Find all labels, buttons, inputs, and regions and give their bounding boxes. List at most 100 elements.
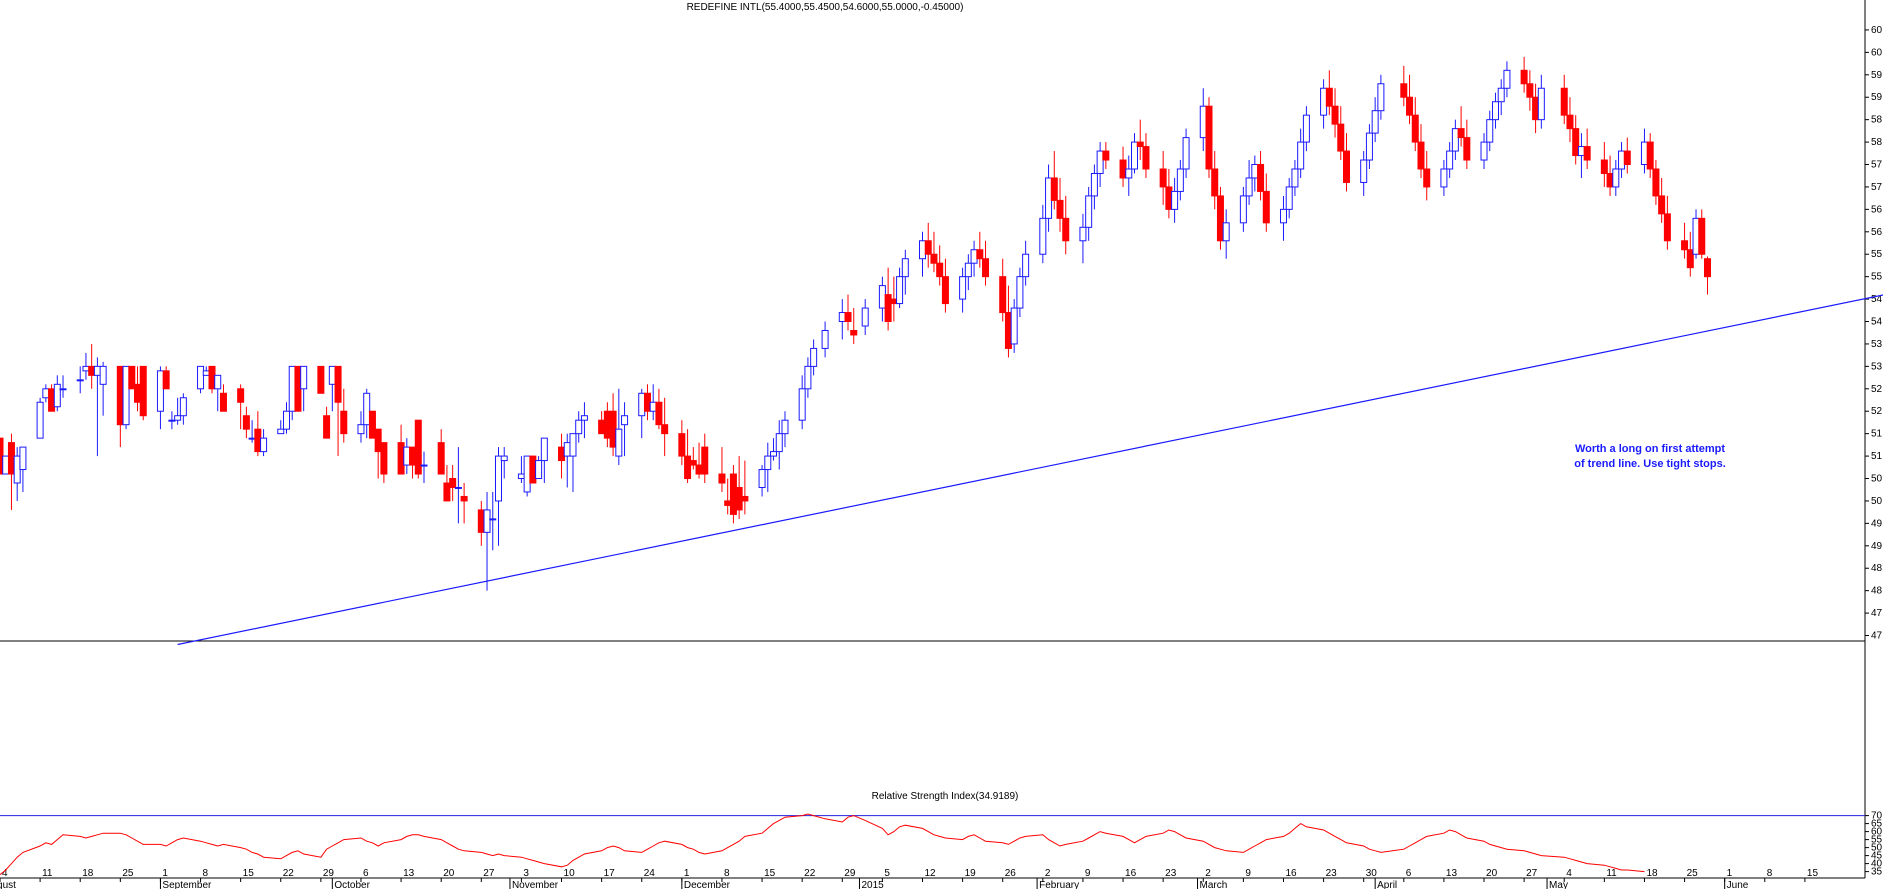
candle-body	[1371, 110, 1379, 134]
candle-body	[1016, 276, 1024, 309]
candle-body	[1686, 249, 1694, 269]
rsi-y-tick-label: 60	[1871, 827, 1883, 838]
x-tick-label: 16	[1285, 868, 1297, 879]
price-chart-title: REDEFINE INTL(55.4000,55.4500,54.6000,55…	[687, 2, 964, 13]
candle-body	[1176, 168, 1184, 192]
candle-body	[1600, 159, 1608, 174]
candle-body	[1222, 222, 1230, 242]
candle-body	[1572, 128, 1580, 157]
candle-body	[477, 509, 485, 533]
candle-body	[1279, 208, 1287, 224]
month-label: May	[1549, 880, 1568, 889]
candle-body	[214, 374, 222, 390]
candle-body	[1577, 146, 1585, 157]
candle-body	[340, 410, 348, 435]
candle-body	[1377, 83, 1385, 112]
candle-body	[701, 446, 709, 475]
candle-body	[317, 365, 325, 394]
candle-body	[896, 276, 904, 305]
x-tick-label: 23	[1326, 868, 1338, 879]
candle-body	[1411, 114, 1419, 143]
candle-body	[1618, 150, 1626, 170]
candle-body	[1050, 177, 1058, 201]
candle-body	[1703, 258, 1711, 278]
candle-body	[729, 473, 737, 515]
candle-body	[99, 365, 107, 385]
candle-body	[1325, 87, 1333, 107]
candle-body	[1503, 69, 1511, 89]
x-tick-label: 29	[323, 868, 335, 879]
candle-body	[36, 401, 44, 439]
candle-body	[901, 258, 909, 278]
candle-body	[1211, 168, 1219, 197]
x-tick-label: 15	[1807, 868, 1819, 879]
candle-body	[1199, 105, 1207, 139]
candle-body	[1698, 217, 1706, 255]
x-tick-label: 20	[443, 868, 455, 879]
candle-body	[380, 442, 388, 475]
trendline	[177, 294, 1883, 646]
price-y-tick-label: 50.0	[1871, 496, 1883, 507]
candle-body	[941, 276, 949, 305]
candle-body	[764, 455, 772, 471]
candle-body	[1320, 87, 1328, 116]
candle-body	[1560, 87, 1568, 116]
annotation-line-1: Worth a long on first attempt	[1575, 443, 1725, 455]
x-tick-label: 25	[1687, 868, 1699, 879]
candle-body	[1526, 83, 1534, 98]
candle-body	[1640, 141, 1648, 166]
x-tick-label: 24	[644, 868, 656, 879]
x-tick-label: 8	[203, 868, 209, 879]
candle-body	[924, 240, 932, 255]
candle-body	[1085, 195, 1093, 228]
price-y-tick-label: 49.0	[1871, 541, 1883, 552]
candle-body	[724, 500, 732, 506]
candle-body	[7, 442, 15, 475]
candle-body	[460, 495, 468, 502]
candle-body	[397, 442, 405, 475]
candle-body	[489, 518, 497, 521]
candle-body	[42, 388, 50, 399]
candle-body	[1022, 253, 1030, 278]
rsi-chart-title: Relative Strength Index(34.9189)	[872, 791, 1019, 802]
candle-body	[982, 258, 990, 278]
price-y-tick-label: 52.5	[1871, 384, 1883, 395]
candle-body	[1417, 141, 1425, 170]
candle-body	[1090, 172, 1098, 197]
candle-body	[1491, 101, 1499, 121]
x-tick-label: 23	[1165, 868, 1177, 879]
candle-body	[500, 455, 508, 462]
candle-body	[162, 370, 170, 390]
x-tick-label: 20	[1486, 868, 1498, 879]
candle-body	[970, 249, 978, 264]
candle-body	[1440, 168, 1448, 188]
candle-body	[1119, 159, 1127, 179]
candle-body	[357, 424, 365, 435]
price-y-tick-label: 55.5	[1871, 249, 1883, 260]
price-y-tick-label: 55.0	[1871, 272, 1883, 283]
candle-body	[59, 388, 67, 391]
candle-body	[494, 455, 502, 502]
price-y-tick-label: 53.5	[1871, 339, 1883, 350]
month-label: February	[1039, 880, 1079, 889]
candle-body	[1681, 240, 1689, 251]
price-y-tick-label: 57.5	[1871, 160, 1883, 171]
candle-body	[197, 365, 205, 390]
candle-body	[804, 365, 812, 390]
price-y-tick-label: 54.5	[1871, 294, 1883, 305]
rsi-y-tick-label: 40	[1871, 859, 1883, 870]
candle-body	[861, 307, 869, 327]
candle-body	[1446, 150, 1454, 170]
candle-body	[609, 410, 617, 448]
candle-body	[643, 392, 651, 412]
candle-body	[1623, 150, 1631, 166]
price-y-tick-label: 59.5	[1871, 70, 1883, 81]
candle-body	[603, 410, 611, 439]
x-tick-label: 2	[1045, 868, 1051, 879]
candle-body	[615, 428, 623, 457]
candle-body	[1136, 141, 1144, 148]
month-label: March	[1200, 880, 1228, 889]
candle-body	[219, 392, 227, 412]
candle-body	[649, 401, 657, 412]
candle-body	[1257, 164, 1265, 192]
